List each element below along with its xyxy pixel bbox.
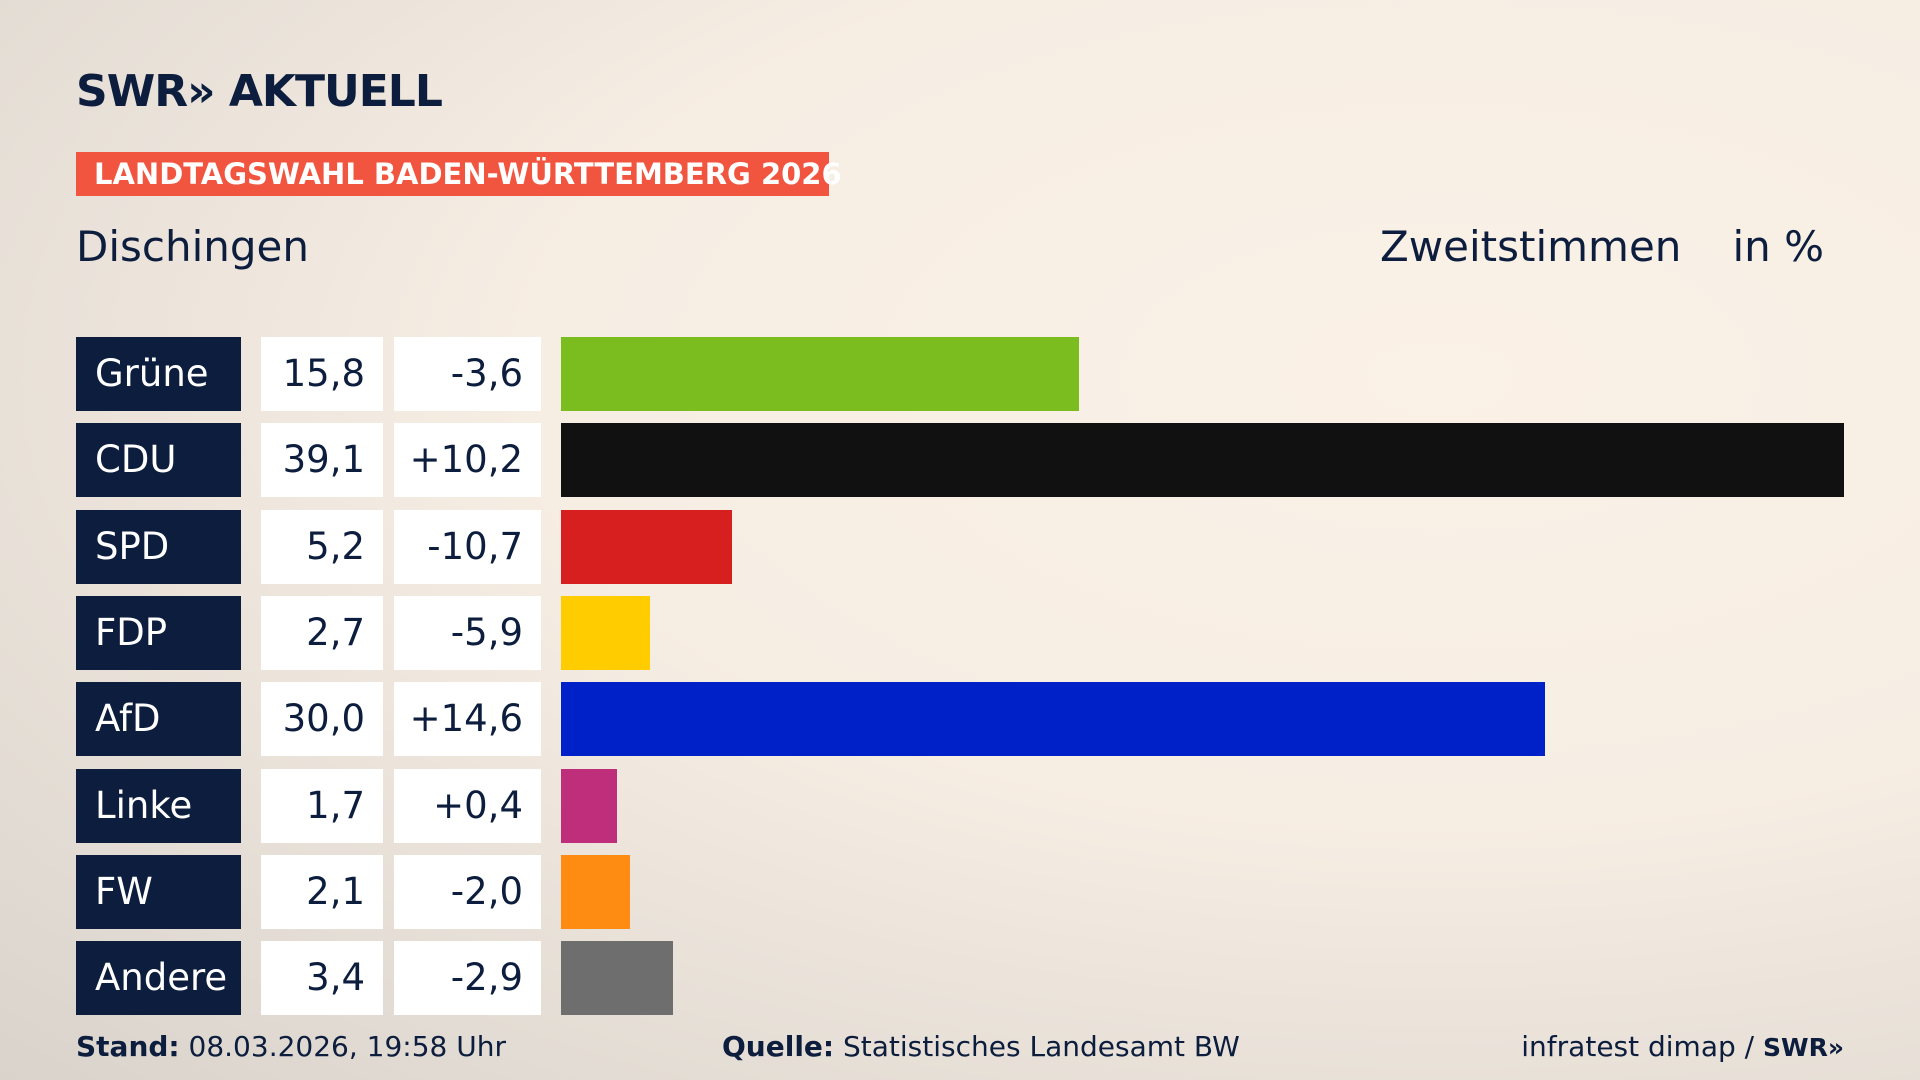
change-label: +10,2: [394, 423, 541, 498]
value-label: 39,1: [261, 423, 383, 498]
change-label: -2,0: [394, 854, 541, 929]
credit: infratest dimap / SWR»: [1521, 1030, 1844, 1063]
source: Quelle: Statistisches Landesamt BW: [722, 1030, 1240, 1063]
change-label: -2,9: [394, 941, 541, 1016]
value-label: 5,2: [261, 509, 383, 584]
value-label: 3,4: [261, 941, 383, 1016]
stand: Stand: 08.03.2026, 19:58 Uhr: [76, 1030, 506, 1063]
stand-value: 08.03.2026, 19:58 Uhr: [188, 1030, 506, 1063]
change-label: -10,7: [394, 509, 541, 584]
party-label: CDU: [76, 423, 241, 498]
bar: [561, 941, 673, 1016]
party-label: Andere: [76, 941, 241, 1016]
measure: Zweitstimmen: [1380, 222, 1682, 271]
source-label: Quelle:: [722, 1030, 835, 1063]
credit-logo: SWR»: [1763, 1033, 1844, 1062]
source-value: Statistisches Landesamt BW: [843, 1030, 1240, 1063]
bar: [561, 854, 630, 929]
stand-label: Stand:: [76, 1030, 180, 1063]
party-label: FDP: [76, 595, 241, 670]
bar: [561, 682, 1546, 757]
bar: [561, 595, 650, 670]
bar: [561, 509, 732, 584]
party-label: FW: [76, 854, 241, 929]
credit-text: infratest dimap /: [1521, 1030, 1755, 1063]
banner: LANDTAGSWAHL BADEN-WÜRTTEMBERG 2026: [76, 152, 842, 196]
change-label: +14,6: [394, 682, 541, 757]
party-label: SPD: [76, 509, 241, 584]
logo: SWR» AKTUELL: [76, 66, 443, 117]
subtitle: Dischingen: [76, 222, 310, 271]
value-label: 2,7: [261, 595, 383, 670]
party-label: Linke: [76, 768, 241, 843]
value-label: 2,1: [261, 854, 383, 929]
unit: in %: [1732, 222, 1824, 271]
change-label: -3,6: [394, 337, 541, 411]
value-label: 1,7: [261, 768, 383, 843]
value-label: 15,8: [261, 337, 383, 411]
bar: [561, 337, 1080, 411]
value-label: 30,0: [261, 682, 383, 757]
party-label: Grüne: [76, 337, 241, 411]
party-label: AfD: [76, 682, 241, 757]
bar: [561, 768, 617, 843]
bar: [561, 423, 1844, 498]
change-label: -5,9: [394, 595, 541, 670]
change-label: +0,4: [394, 768, 541, 843]
